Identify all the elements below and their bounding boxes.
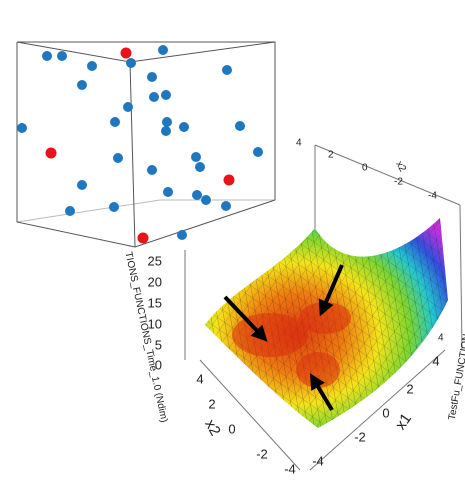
tick-label: 4: [432, 353, 439, 368]
top-axis: 4 2 0 -2 -4 x2: [296, 138, 437, 202]
tick-label: 10: [148, 316, 162, 331]
tick-label: 4: [196, 371, 203, 386]
tick-label: 0: [362, 163, 368, 174]
tick-label: 4: [296, 138, 302, 149]
tick-label: 15: [148, 295, 162, 310]
tick-label: -4: [428, 191, 437, 202]
tick-label: 4: [438, 333, 444, 344]
z-axis: 25 20 15 10 5 0 TIONS_FUNCTIONS_Time_1.0…: [122, 251, 169, 424]
tick-label: 5: [155, 337, 162, 352]
axis-label: x2: [393, 159, 408, 174]
tick-label: -2: [394, 177, 403, 188]
right-axis: 4 TestFu_FUNCTION: [438, 333, 465, 421]
axis-label: x1: [392, 410, 415, 433]
tick-label: -2: [354, 429, 366, 444]
tick-label: 0: [155, 357, 162, 372]
tick-label: 0: [382, 405, 389, 420]
surface-axes: [184, 144, 463, 471]
tick-label: -4: [284, 461, 296, 476]
axis-label: TestFu_FUNCTION: [447, 333, 465, 421]
axis-label: x2: [201, 417, 224, 439]
tick-label: 25: [148, 253, 162, 268]
tick-label: -4: [312, 453, 324, 468]
tick-label: 2: [208, 396, 215, 411]
surface: [205, 218, 448, 428]
tick-label: 20: [148, 274, 162, 289]
tick-label: 2: [328, 150, 334, 161]
scatter-cube: [0, 38, 280, 250]
tick-label: -2: [256, 446, 268, 461]
tick-label: 2: [406, 381, 413, 396]
axis-label: TIONS_FUNCTIONS_Time_1.0 (Ndim): [122, 251, 169, 424]
x2-axis: 4 2 0 -2 -4 x2: [196, 371, 295, 476]
tick-label: 0: [228, 421, 235, 436]
